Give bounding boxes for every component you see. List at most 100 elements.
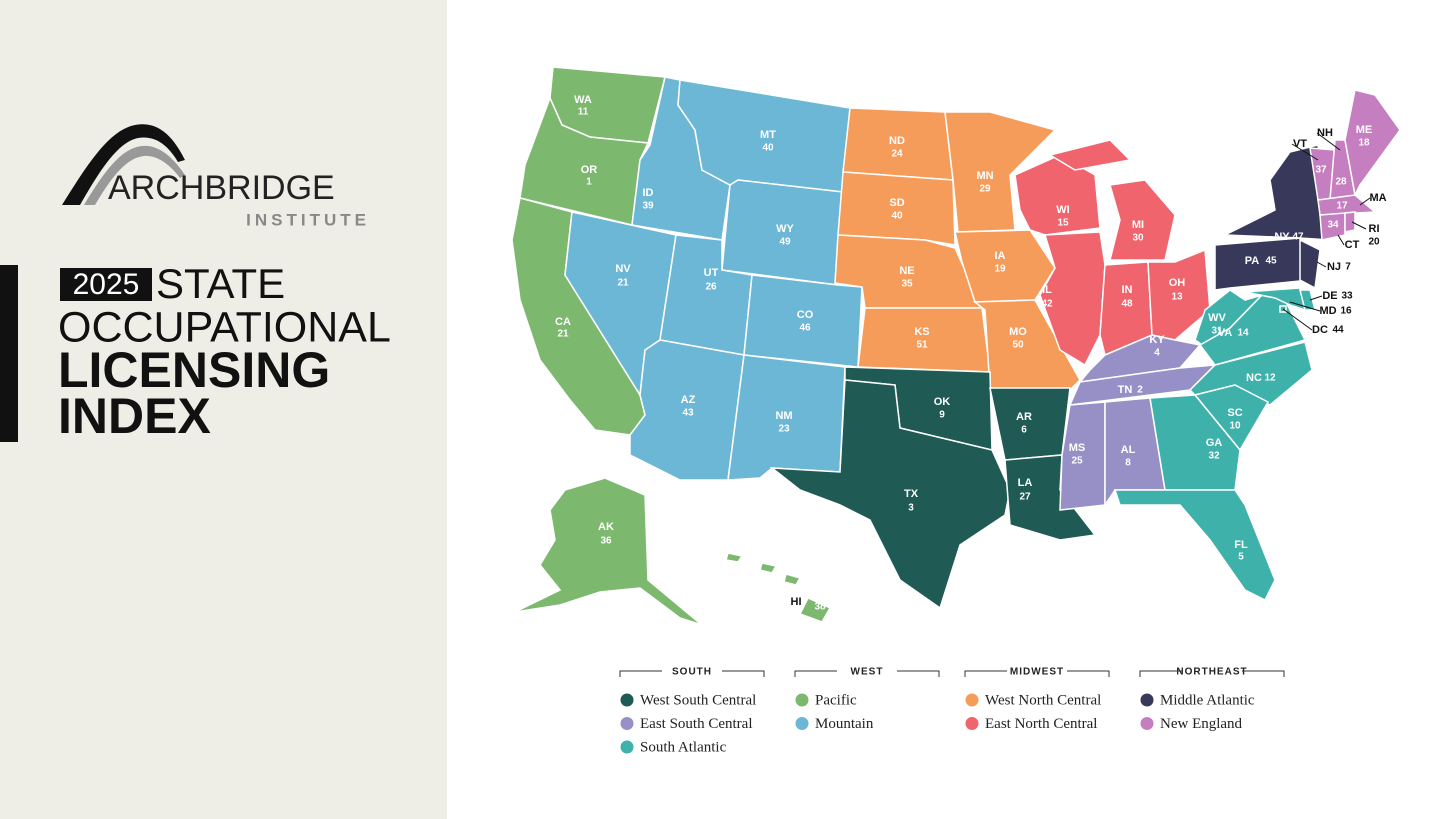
state-abbr: MD — [1319, 305, 1336, 317]
state-shape — [1039, 231, 1106, 367]
state-rank: 48 — [1121, 299, 1133, 310]
state-shape — [1319, 212, 1346, 241]
state-shape — [725, 552, 744, 563]
state-shape — [1299, 238, 1321, 290]
legend-label: West South Central — [640, 692, 756, 708]
state-abbr: CT — [1345, 239, 1360, 251]
state-abbr: AZ — [681, 394, 696, 406]
logo-arch-shadow — [84, 145, 185, 205]
legend: SOUTH West South Central East South Centra… — [619, 667, 1285, 755]
state-abbr: LA — [1018, 477, 1033, 489]
state-rank: 43 — [682, 408, 694, 419]
state-abbr: NM — [775, 410, 792, 422]
state-rank: 39 — [642, 201, 654, 212]
year-box — [60, 268, 152, 301]
title-line: INDEX — [58, 388, 211, 444]
state-abbr: MT — [760, 129, 776, 141]
state-abbr: ME — [1356, 124, 1373, 136]
legend-label: Middle Atlantic — [1160, 692, 1255, 708]
state-shape — [1059, 401, 1106, 511]
legend-swatch — [965, 717, 979, 730]
state-rank: 40 — [891, 211, 903, 222]
state-abbr: UT — [704, 267, 719, 279]
state-abbr: MS — [1069, 442, 1086, 454]
state-rank: 44 — [1332, 325, 1344, 336]
state-rank: 21 — [617, 278, 629, 289]
state-rank: 14 — [1237, 328, 1249, 339]
state-abbr: HI — [791, 596, 802, 608]
state-rank: 10 — [1229, 421, 1241, 432]
state-rank: 30 — [1132, 233, 1144, 244]
title-line: OCCUPATIONAL — [58, 303, 391, 351]
state-shape — [759, 562, 778, 574]
state-abbr: OH — [1169, 277, 1186, 289]
state-rank: 49 — [779, 237, 791, 248]
legend-label: Pacific — [815, 692, 857, 708]
state-rank: 31 — [1211, 326, 1223, 337]
leader-line — [1289, 301, 1321, 312]
legend-swatch — [1140, 717, 1154, 730]
legend-label: West North Central — [985, 692, 1101, 708]
leader-line — [1337, 234, 1345, 246]
legend-label: South Atlantic — [640, 739, 727, 755]
state-abbr: AL — [1121, 444, 1136, 456]
state-abbr: SC — [1227, 407, 1242, 419]
legend-label: New England — [1160, 716, 1243, 732]
state-shape — [1048, 139, 1132, 171]
state-abbr: MO — [1009, 326, 1027, 338]
state-abbr: AR — [1016, 411, 1032, 423]
leader-line — [1316, 132, 1341, 151]
state-rank: 5 — [1238, 552, 1244, 563]
state-abbr: CO — [797, 309, 814, 321]
state-abbr: VT — [1293, 138, 1307, 150]
state-rank: 33 — [1341, 291, 1353, 302]
leader-line — [1316, 261, 1327, 268]
leader-line — [1309, 295, 1323, 301]
state-abbr: DC — [1312, 324, 1328, 336]
state-rank: 13 — [1171, 292, 1183, 303]
state-abbr: NH — [1317, 127, 1333, 139]
state-rank: 7 — [1345, 262, 1351, 273]
state-abbr: ID — [643, 187, 654, 199]
legend-region: NORTHEAST — [1176, 667, 1247, 678]
legend-swatch — [795, 717, 809, 730]
state-abbr: NJ — [1327, 261, 1341, 273]
legend-swatch — [795, 693, 809, 707]
state-abbr: NY — [1274, 231, 1290, 243]
state-abbr: RI — [1369, 223, 1380, 235]
legend-region: MIDWEST — [1010, 667, 1064, 678]
state-abbr: CA — [555, 316, 571, 328]
state-shape — [1317, 194, 1377, 216]
state-shape — [769, 379, 1011, 610]
logo-arch — [62, 124, 185, 205]
state-abbr: IA — [995, 250, 1006, 262]
state-shape — [514, 477, 703, 626]
state-rank: 6 — [1021, 425, 1027, 436]
title-year: 2025 — [73, 268, 140, 301]
legend-rule — [964, 670, 1110, 677]
state-abbr: DE — [1322, 290, 1337, 302]
leader-line — [1351, 221, 1367, 230]
accent-bar — [0, 265, 18, 442]
state-rank: 51 — [916, 340, 928, 351]
leader-line — [1291, 143, 1319, 161]
state-shape — [798, 597, 832, 623]
state-abbr: TX — [904, 488, 919, 500]
state-shape — [1224, 144, 1331, 241]
state-abbr: GA — [1206, 437, 1223, 449]
legend-swatch — [620, 740, 634, 754]
state-abbr: VA — [1218, 327, 1233, 339]
legend-swatch — [1140, 693, 1154, 707]
state-rank: 42 — [1041, 299, 1053, 310]
state-rank: 46 — [799, 323, 811, 334]
legend-label: Mountain — [815, 716, 874, 732]
state-rank: 4 — [1154, 348, 1160, 359]
state-rank: 21 — [557, 329, 569, 340]
state-shape — [721, 179, 844, 286]
state-rank: 40 — [762, 143, 774, 154]
legend-swatch — [620, 717, 634, 730]
state-shape — [1344, 211, 1356, 233]
title-line: STATE — [156, 260, 285, 307]
